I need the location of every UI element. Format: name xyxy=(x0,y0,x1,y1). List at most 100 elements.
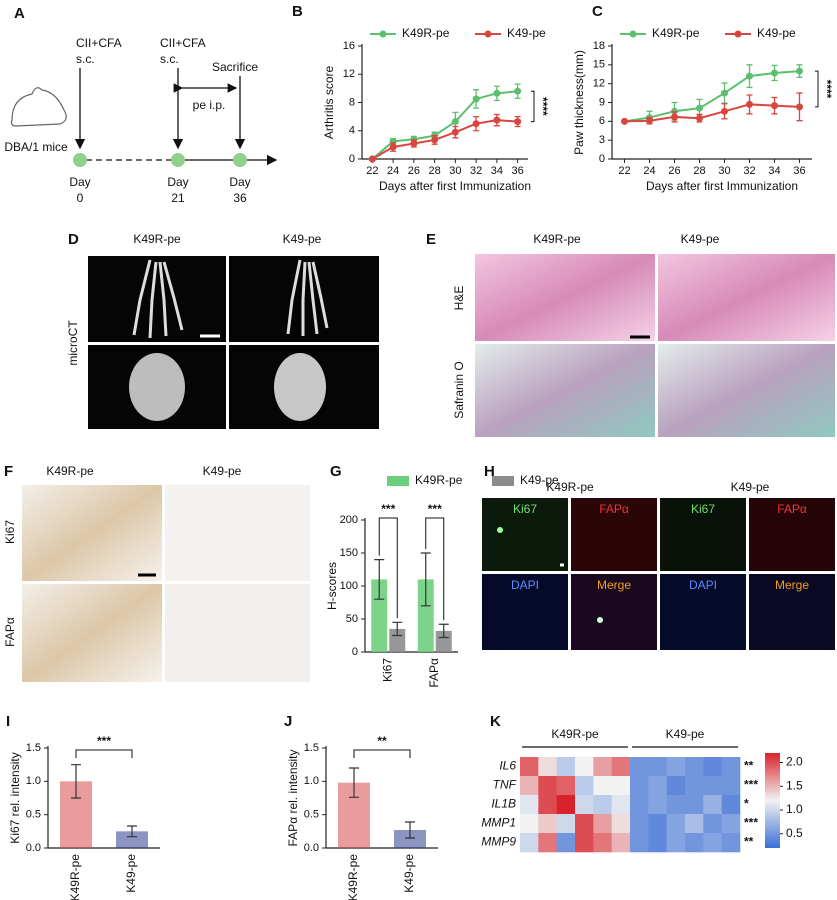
heatmap-cell xyxy=(575,814,594,834)
x-tick-label: 36 xyxy=(793,165,805,177)
day-value: 0 xyxy=(77,191,84,205)
heatmap-cell xyxy=(593,814,612,834)
image xyxy=(482,498,568,571)
heatmap-cell xyxy=(703,833,722,853)
image xyxy=(660,574,746,650)
heatmap-cell xyxy=(611,757,631,777)
x-tick-label: 34 xyxy=(768,165,780,177)
heatmap-cell xyxy=(685,776,704,796)
y-tick-label: 1.5 xyxy=(26,742,41,754)
heatmap-cell xyxy=(611,814,631,834)
row-annotation: *** xyxy=(744,778,758,792)
bar xyxy=(417,579,434,652)
channel-label: Merge xyxy=(775,578,809,592)
panel-letter: E xyxy=(426,231,436,248)
heatmap-cell xyxy=(666,814,686,834)
injection-agent: CII+CFA xyxy=(76,36,122,50)
heatmap-cell xyxy=(611,795,631,815)
significance-bracket xyxy=(815,70,819,108)
data-point xyxy=(621,117,628,125)
group-label: K49-pe xyxy=(666,727,705,741)
bar xyxy=(116,831,148,848)
image xyxy=(658,344,835,437)
y-tick-label: 1.0 xyxy=(26,775,41,787)
x-tick-label: Ki67 xyxy=(380,658,394,682)
heatmap-cell xyxy=(538,776,557,796)
legend-marker xyxy=(734,30,742,38)
data-point xyxy=(721,107,728,115)
day-label: Day xyxy=(167,175,188,189)
day-value: 36 xyxy=(233,191,247,205)
mouse-label: DBA/1 mice xyxy=(4,140,68,154)
channel-label: DAPI xyxy=(689,578,717,592)
timepoint xyxy=(233,153,247,167)
day-label: Day xyxy=(69,175,90,189)
image xyxy=(88,256,226,342)
error-bar xyxy=(127,825,137,838)
heatmap-cell xyxy=(556,776,576,796)
data-point xyxy=(493,89,501,97)
heatmap-cell xyxy=(575,776,594,796)
legend-label: K49-pe xyxy=(757,26,796,40)
x-tick-label: K49R-pe xyxy=(68,854,82,900)
data-point xyxy=(746,100,753,108)
y-tick-label: 3 xyxy=(599,134,605,146)
treatment-label: pe i.p. xyxy=(193,98,226,112)
heatmap-cell xyxy=(648,757,667,777)
heatmap-cell xyxy=(611,833,631,853)
data-point xyxy=(771,102,778,110)
heatmap-cell xyxy=(630,814,649,834)
panel-letter: G xyxy=(330,463,342,480)
row-label: TNF xyxy=(493,778,517,792)
row-label: microCT xyxy=(66,320,80,366)
heatmap-cell xyxy=(630,795,649,815)
panel-letter: A xyxy=(14,5,25,22)
legend-label: K49-pe xyxy=(507,26,546,40)
heatmap-cell xyxy=(685,757,704,777)
bone xyxy=(132,259,184,339)
y-tick-label: 6 xyxy=(599,115,605,127)
image xyxy=(660,498,746,571)
y-tick-label: 1.0 xyxy=(304,775,319,787)
row-annotation: *** xyxy=(744,816,758,830)
injection-route: s.c. xyxy=(76,52,95,66)
heatmap-cell xyxy=(538,757,557,777)
colorbar-tick-label: 0.5 xyxy=(786,826,803,840)
x-tick-label: 28 xyxy=(693,165,705,177)
x-tick-label: 36 xyxy=(512,165,524,177)
error-bar xyxy=(420,552,431,607)
x-tick-label: 30 xyxy=(449,165,461,177)
image xyxy=(749,498,835,571)
heatmap-cell xyxy=(538,814,557,834)
channel-label: DAPI xyxy=(511,578,539,592)
series-line xyxy=(624,70,800,123)
column-label: K49-pe xyxy=(203,464,242,478)
legend-swatch xyxy=(492,476,514,486)
legend-marker xyxy=(484,30,492,38)
image-panel-d: K49R-pe K49-pe microCT xyxy=(66,232,379,429)
cell xyxy=(597,617,603,623)
data-point xyxy=(646,117,653,125)
x-tick-label: 32 xyxy=(743,165,755,177)
x-tick-label: 34 xyxy=(491,165,503,177)
y-tick-label: 150 xyxy=(340,547,358,559)
significance-bracket xyxy=(378,517,398,619)
y-tick-label: 9 xyxy=(599,96,605,108)
y-axis-label: Arthritis score xyxy=(322,66,336,140)
legend-label: K49R-pe xyxy=(415,473,463,487)
y-tick-label: 15 xyxy=(593,59,605,71)
error-bar xyxy=(71,764,81,799)
x-tick-label: 30 xyxy=(718,165,730,177)
row-annotation: ** xyxy=(744,835,754,849)
heatmap-cell xyxy=(685,795,704,815)
x-tick-label: 32 xyxy=(470,165,482,177)
mouse-icon xyxy=(10,87,67,127)
heatmap-cell xyxy=(703,776,722,796)
heatmap-cell xyxy=(648,814,667,834)
y-tick-label: 1.5 xyxy=(304,742,319,754)
y-tick-label: 4 xyxy=(349,125,355,137)
bone xyxy=(286,259,329,336)
y-axis-label: FAPα rel. intensity xyxy=(286,750,300,847)
y-tick-label: 0 xyxy=(349,153,355,165)
